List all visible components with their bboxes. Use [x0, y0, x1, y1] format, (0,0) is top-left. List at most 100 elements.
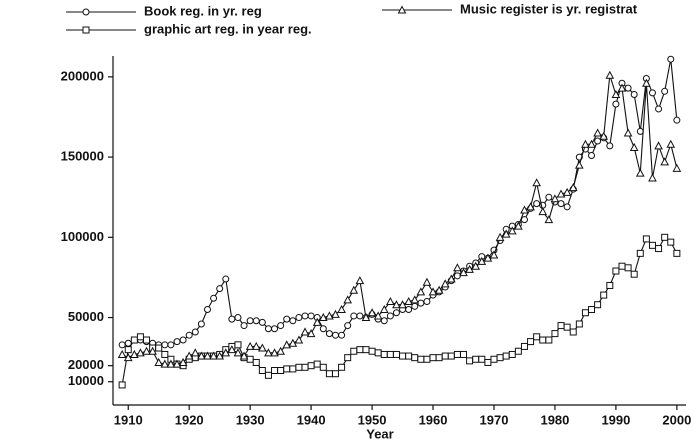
data-point [484, 358, 492, 366]
data-point [635, 168, 645, 177]
data-point [483, 253, 493, 262]
data-point [155, 344, 163, 352]
data-point [648, 241, 656, 249]
data-point [307, 312, 315, 320]
data-point [386, 312, 394, 320]
data-point [117, 349, 127, 358]
data-point [197, 351, 206, 360]
x-tick-label: 1950 [358, 412, 387, 427]
data-point [544, 215, 554, 224]
data-point [661, 87, 669, 95]
data-point [129, 349, 139, 358]
data-point [319, 325, 327, 333]
data-point [331, 331, 339, 339]
data-point [258, 343, 267, 352]
data-point [349, 285, 359, 294]
data-point [318, 312, 328, 322]
data-point [599, 131, 609, 140]
data-point [283, 315, 291, 323]
data-point [276, 346, 285, 355]
data-point [136, 348, 145, 357]
data-point [460, 350, 468, 358]
data-point [667, 55, 675, 63]
data-point [545, 336, 553, 344]
legend-label: graphic art reg. in year reg. [144, 21, 312, 36]
data-point [319, 363, 327, 371]
data-point [594, 137, 602, 145]
data-point [606, 142, 614, 150]
data-point [234, 341, 242, 349]
data-point [190, 348, 200, 357]
data-point [380, 350, 388, 358]
data-point [636, 127, 644, 135]
data-point [356, 346, 364, 354]
data-point [233, 348, 243, 357]
x-tick-label: 1960 [419, 412, 448, 427]
data-point [410, 295, 420, 304]
data-point [624, 84, 632, 92]
data-point [447, 352, 455, 360]
data-point [252, 358, 260, 366]
y-tick-label: 50000 [68, 309, 104, 324]
data-point [563, 203, 571, 211]
data-point [568, 183, 578, 192]
y-tick-label: 100000 [61, 229, 104, 244]
data-point [405, 352, 413, 360]
data-point [245, 341, 255, 350]
data-point [423, 298, 431, 306]
data-point [124, 346, 132, 354]
data-point [161, 350, 169, 358]
data-point [417, 355, 425, 363]
data-point [178, 357, 188, 366]
data-point [466, 357, 474, 365]
legend-marker [82, 8, 90, 16]
data-point [557, 322, 565, 330]
data-point [618, 262, 626, 270]
data-point [630, 91, 638, 99]
data-point [312, 317, 322, 326]
series-line [122, 59, 678, 346]
data-point [167, 341, 175, 349]
data-point [551, 330, 559, 338]
data-point [264, 348, 273, 357]
data-point [142, 346, 151, 355]
data-point [258, 367, 266, 375]
data-point [617, 83, 627, 92]
data-point [270, 348, 279, 357]
data-point [399, 352, 407, 360]
data-point [343, 295, 353, 304]
data-point [136, 333, 144, 341]
data-point [228, 315, 236, 323]
data-point [588, 151, 596, 159]
data-point [673, 249, 681, 257]
data-point [338, 363, 346, 371]
data-point [289, 365, 297, 373]
data-point [325, 370, 333, 378]
legend-label: Book reg. in yr. reg [144, 3, 262, 18]
data-point [325, 311, 334, 320]
data-point [612, 100, 620, 108]
data-point [654, 141, 663, 150]
data-point [380, 317, 388, 325]
data-point [606, 281, 614, 289]
data-point [532, 178, 541, 187]
x-tick-label: 1970 [480, 412, 509, 427]
data-point [277, 367, 285, 375]
data-point [587, 139, 596, 148]
data-point [288, 338, 298, 347]
data-point [478, 355, 486, 363]
data-point [556, 189, 566, 198]
data-point [379, 304, 389, 314]
data-point [557, 200, 565, 208]
data-point [550, 194, 560, 203]
data-point [539, 336, 547, 344]
data-point [648, 173, 657, 182]
x-tick-label: 1930 [236, 412, 265, 427]
data-point [294, 335, 304, 344]
data-point [386, 350, 394, 358]
y-tick-label: 10000 [68, 373, 104, 388]
data-point [501, 229, 511, 238]
data-point [271, 325, 279, 333]
data-point [160, 359, 170, 368]
